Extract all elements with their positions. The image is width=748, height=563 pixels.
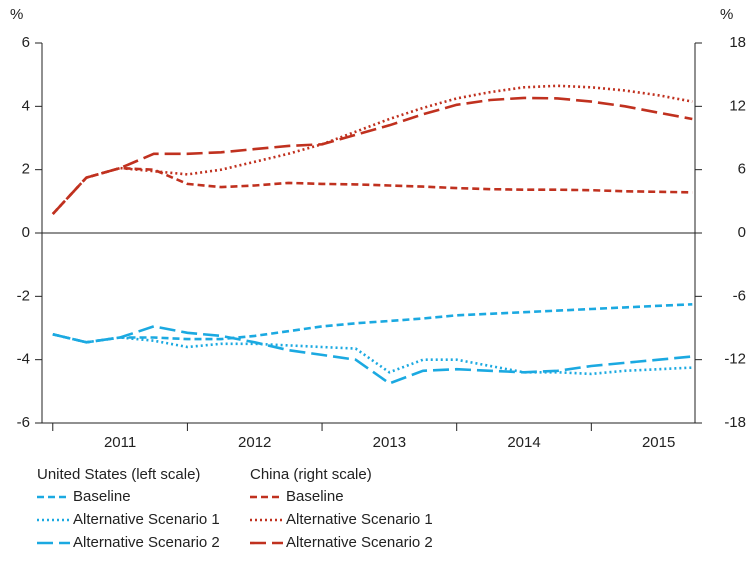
series-line [51,166,693,215]
x-tick-label: 2012 [238,434,271,451]
y2-tick-label: -18 [724,414,746,431]
legend-label: Alternative Scenario 1 [73,511,220,528]
y-tick-label: -6 [17,414,30,431]
y-tick-label: 2 [22,161,30,178]
legend-label: Baseline [286,488,344,505]
legend-label: Alternative Scenario 1 [286,511,433,528]
legend-label: Alternative Scenario 2 [73,534,220,551]
y-tick-label: 4 [22,97,30,114]
x-tick-label: 2011 [104,434,136,451]
y2-tick-label: -12 [724,351,746,368]
series-line [51,96,693,215]
series-line [51,84,693,215]
y-tick-label: 0 [22,224,30,241]
series-line [52,333,693,376]
x-tick-label: 2013 [373,434,406,451]
x-tick-label: 2015 [642,434,675,451]
y-tick-label: -2 [17,287,30,304]
legend-label: Alternative Scenario 2 [286,534,433,551]
legend-label: Baseline [73,488,131,505]
y2-tick-label: 18 [729,34,746,51]
y2-tick-label: 6 [738,161,746,178]
y2-tick-label: 12 [729,97,746,114]
legend-group: United States (left scale) [37,466,200,483]
series-line [52,325,693,385]
y-tick-label: 6 [22,34,30,51]
y2-tick-label: -6 [733,287,746,304]
y2-axis-label: % [720,6,733,23]
y2-tick-label: 0 [738,224,746,241]
y-axis-label: % [10,6,23,23]
x-tick-label: 2014 [507,434,540,451]
legend-group: China (right scale) [250,466,372,483]
series-line [52,303,693,344]
y-tick-label: -4 [17,351,30,368]
